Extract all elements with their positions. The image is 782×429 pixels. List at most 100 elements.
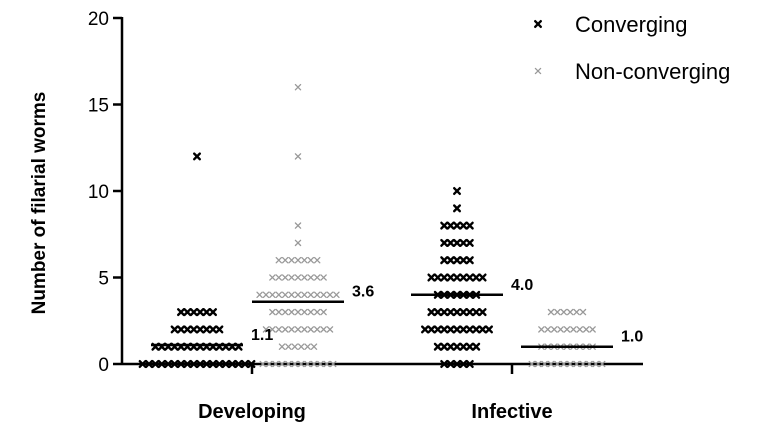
data-point xyxy=(440,360,449,368)
data-point xyxy=(189,325,198,334)
mean-label: 1.0 xyxy=(621,329,643,346)
data-point xyxy=(275,256,283,264)
data-point xyxy=(453,221,461,230)
data-point xyxy=(247,360,256,368)
legend-item: Non-converging xyxy=(534,59,730,84)
data-point xyxy=(176,325,186,334)
data-point xyxy=(301,326,308,333)
data-point xyxy=(472,308,481,317)
data-point xyxy=(459,256,468,265)
data-point xyxy=(170,325,179,334)
data-point xyxy=(446,256,455,265)
mean-label: 3.6 xyxy=(352,284,374,301)
data-point xyxy=(459,238,468,247)
data-point xyxy=(478,273,487,282)
data-point xyxy=(427,308,436,317)
data-point xyxy=(557,326,564,333)
data-point xyxy=(329,360,337,368)
data-point xyxy=(313,291,321,299)
data-point xyxy=(326,291,334,299)
legend-marker xyxy=(534,67,542,75)
data-point xyxy=(234,360,243,368)
data-point xyxy=(550,326,558,333)
data-point xyxy=(202,360,211,368)
data-point xyxy=(307,274,315,281)
data-point xyxy=(465,325,474,334)
data-point xyxy=(183,325,192,334)
data-point xyxy=(294,256,302,264)
data-points xyxy=(138,83,606,368)
data-point xyxy=(313,326,321,333)
data-point xyxy=(301,308,308,316)
data-point xyxy=(478,325,487,334)
data-point xyxy=(297,343,305,350)
data-point xyxy=(453,308,461,317)
legend-label: Converging xyxy=(575,12,688,37)
data-point xyxy=(544,326,552,333)
x-tick-label: Infective xyxy=(471,401,552,423)
data-point xyxy=(459,308,468,317)
data-point xyxy=(446,238,455,247)
data-point xyxy=(202,308,211,317)
data-point xyxy=(453,204,461,213)
data-point xyxy=(566,360,574,368)
data-point xyxy=(275,308,283,316)
data-point xyxy=(453,360,461,368)
data-point xyxy=(301,274,308,281)
y-tick-label: 5 xyxy=(98,269,109,290)
data-point xyxy=(275,326,283,333)
data-point xyxy=(281,326,289,333)
data-point xyxy=(176,360,186,368)
data-point xyxy=(547,308,555,316)
data-point xyxy=(446,308,455,317)
data-point xyxy=(278,360,286,368)
data-point xyxy=(589,326,596,333)
data-point xyxy=(269,308,276,316)
mean-lines: 1.1 3.6 4.0 1.0 xyxy=(151,277,643,348)
data-point xyxy=(183,360,192,368)
data-point xyxy=(275,291,283,299)
data-point xyxy=(472,325,481,334)
data-point xyxy=(288,291,295,299)
data-point xyxy=(196,360,205,368)
data-point xyxy=(433,342,442,351)
data-point xyxy=(433,308,442,317)
data-point xyxy=(465,342,474,351)
data-point xyxy=(288,308,295,316)
data-point xyxy=(144,360,154,368)
data-point xyxy=(427,325,436,334)
y-axis-label: Number of filarial worms xyxy=(29,92,50,315)
data-point xyxy=(459,325,468,334)
data-point xyxy=(453,325,461,334)
data-point xyxy=(164,360,173,368)
data-point xyxy=(459,360,468,368)
data-point xyxy=(465,273,474,282)
data-point xyxy=(485,325,493,334)
data-point xyxy=(554,308,561,316)
data-point xyxy=(269,326,276,333)
y-tick-label: 10 xyxy=(88,182,109,203)
data-point xyxy=(586,360,593,368)
data-point xyxy=(294,239,302,247)
data-point xyxy=(579,308,587,316)
group-1 xyxy=(256,83,340,368)
data-point xyxy=(294,222,302,229)
data-point xyxy=(538,326,545,333)
data-point xyxy=(256,291,263,299)
data-point xyxy=(446,221,455,230)
data-point xyxy=(453,238,461,247)
data-point xyxy=(453,256,461,265)
data-point xyxy=(294,83,302,91)
data-point xyxy=(259,360,267,368)
data-point xyxy=(453,273,461,282)
data-point xyxy=(307,326,315,333)
data-point xyxy=(313,308,321,316)
x-axis: Developing Infective xyxy=(122,362,643,423)
data-point xyxy=(433,325,442,334)
data-point xyxy=(189,360,198,368)
data-point xyxy=(446,342,455,351)
data-point xyxy=(465,360,474,368)
data-point xyxy=(281,274,289,281)
data-point xyxy=(465,308,474,317)
